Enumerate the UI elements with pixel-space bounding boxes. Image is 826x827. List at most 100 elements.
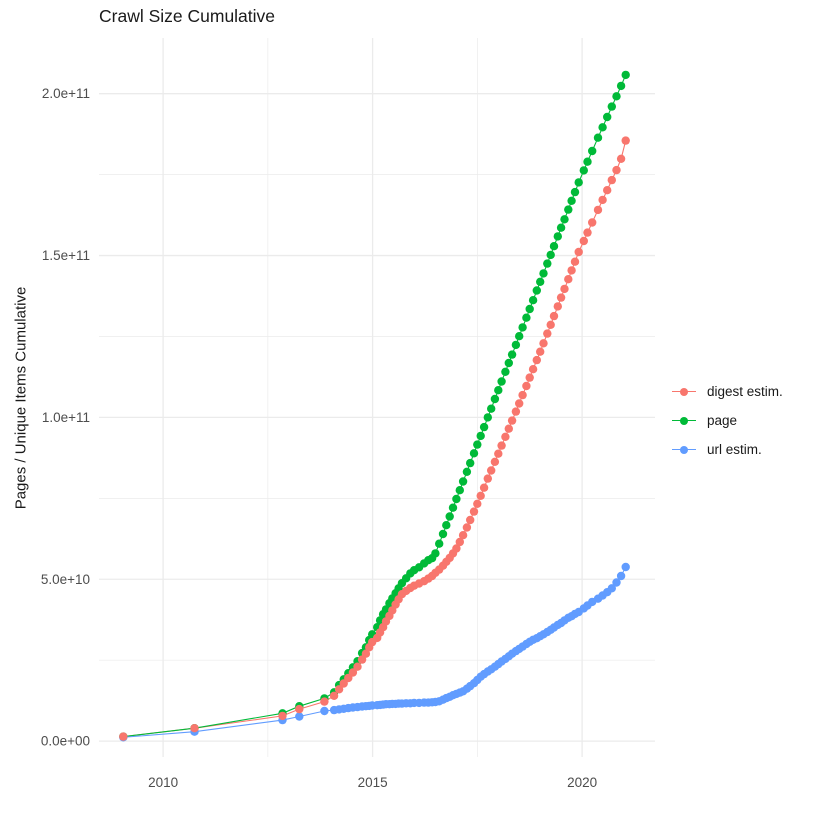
data-point	[190, 724, 199, 733]
data-point	[528, 365, 538, 374]
data-point	[452, 494, 461, 504]
data-point	[494, 386, 503, 395]
data-point	[435, 539, 444, 548]
data-point	[339, 679, 348, 688]
data-point	[528, 296, 538, 305]
legend-key-digest-estim-icon	[672, 387, 696, 397]
data-point	[295, 704, 304, 714]
data-point	[518, 390, 527, 400]
data-point	[462, 523, 472, 532]
x-tick-label: 2010	[148, 775, 178, 790]
data-point	[612, 92, 621, 101]
data-point	[603, 186, 612, 195]
y-tick-label: 0.0e+00	[41, 734, 90, 749]
y-tick-label: 5.0e+10	[41, 572, 90, 587]
data-point	[507, 350, 517, 359]
data-point	[448, 503, 458, 512]
data-point	[476, 431, 485, 441]
data-point	[560, 284, 569, 294]
legend-label-url-estim: url estim.	[707, 442, 762, 457]
data-point	[588, 218, 597, 227]
data-point	[579, 166, 588, 175]
data-point	[593, 205, 603, 215]
data-point	[476, 491, 485, 500]
data-point	[458, 531, 468, 540]
data-point	[543, 259, 552, 268]
y-tick-label: 1.5e+11	[42, 248, 90, 263]
data-point	[278, 711, 287, 721]
data-point	[579, 236, 588, 246]
data-point	[546, 250, 555, 260]
data-point	[466, 458, 475, 468]
data-point	[539, 339, 548, 348]
legend: digest estim. page url estim.	[672, 377, 783, 464]
y-tick-label: 1.0e+11	[42, 410, 90, 425]
data-point	[353, 662, 362, 671]
legend-key-page-icon	[672, 416, 696, 426]
data-point	[574, 247, 583, 257]
data-point	[507, 416, 517, 425]
data-point	[583, 228, 592, 237]
data-point	[455, 537, 464, 547]
data-point	[543, 329, 552, 338]
data-point	[501, 367, 510, 376]
data-point	[522, 381, 531, 391]
data-point	[458, 477, 468, 486]
data-point	[532, 355, 541, 365]
series-line-0	[123, 140, 627, 738]
y-tick-label: 2.0e+11	[42, 86, 90, 101]
series-points-0	[119, 136, 630, 741]
data-point	[494, 449, 503, 458]
data-point	[593, 133, 603, 142]
data-point	[515, 332, 524, 341]
data-point	[567, 266, 576, 275]
data-point	[522, 313, 531, 322]
data-point	[511, 407, 521, 416]
data-point	[607, 175, 616, 185]
data-point	[473, 440, 482, 449]
data-point	[556, 293, 566, 302]
data-point	[536, 277, 545, 286]
gridlines	[99, 38, 655, 757]
data-point	[598, 123, 607, 132]
data-point	[501, 432, 510, 441]
data-point	[320, 697, 329, 706]
chart-title: Crawl Size Cumulative	[99, 6, 276, 26]
data-point	[612, 165, 621, 175]
data-point	[532, 286, 541, 295]
data-point	[479, 422, 489, 432]
data-point	[479, 483, 489, 492]
data-point	[511, 340, 521, 350]
data-point	[295, 712, 304, 721]
data-point	[564, 205, 573, 214]
data-point	[553, 302, 562, 311]
data-point	[473, 499, 482, 508]
series-line-2	[123, 566, 627, 738]
data-point	[570, 187, 580, 197]
data-point	[549, 242, 559, 251]
data-point	[621, 136, 630, 145]
data-point	[442, 521, 451, 530]
data-point	[119, 732, 128, 741]
data-point	[320, 706, 329, 716]
data-point	[515, 399, 524, 408]
x-tick-label: 2015	[358, 775, 388, 790]
data-point	[469, 449, 479, 458]
data-point	[462, 467, 472, 476]
legend-item-page: page	[672, 406, 783, 435]
data-point	[483, 474, 492, 483]
data-point	[616, 81, 626, 91]
data-point	[518, 323, 527, 332]
data-point	[469, 507, 479, 516]
data-point	[560, 215, 569, 224]
x-tick-label: 2020	[567, 775, 597, 790]
data-point	[452, 544, 461, 553]
data-point	[438, 529, 448, 539]
data-point	[504, 424, 513, 433]
data-point	[445, 512, 454, 521]
data-point	[621, 70, 630, 80]
data-point	[539, 269, 548, 278]
data-point	[344, 673, 353, 683]
data-point	[487, 404, 496, 413]
